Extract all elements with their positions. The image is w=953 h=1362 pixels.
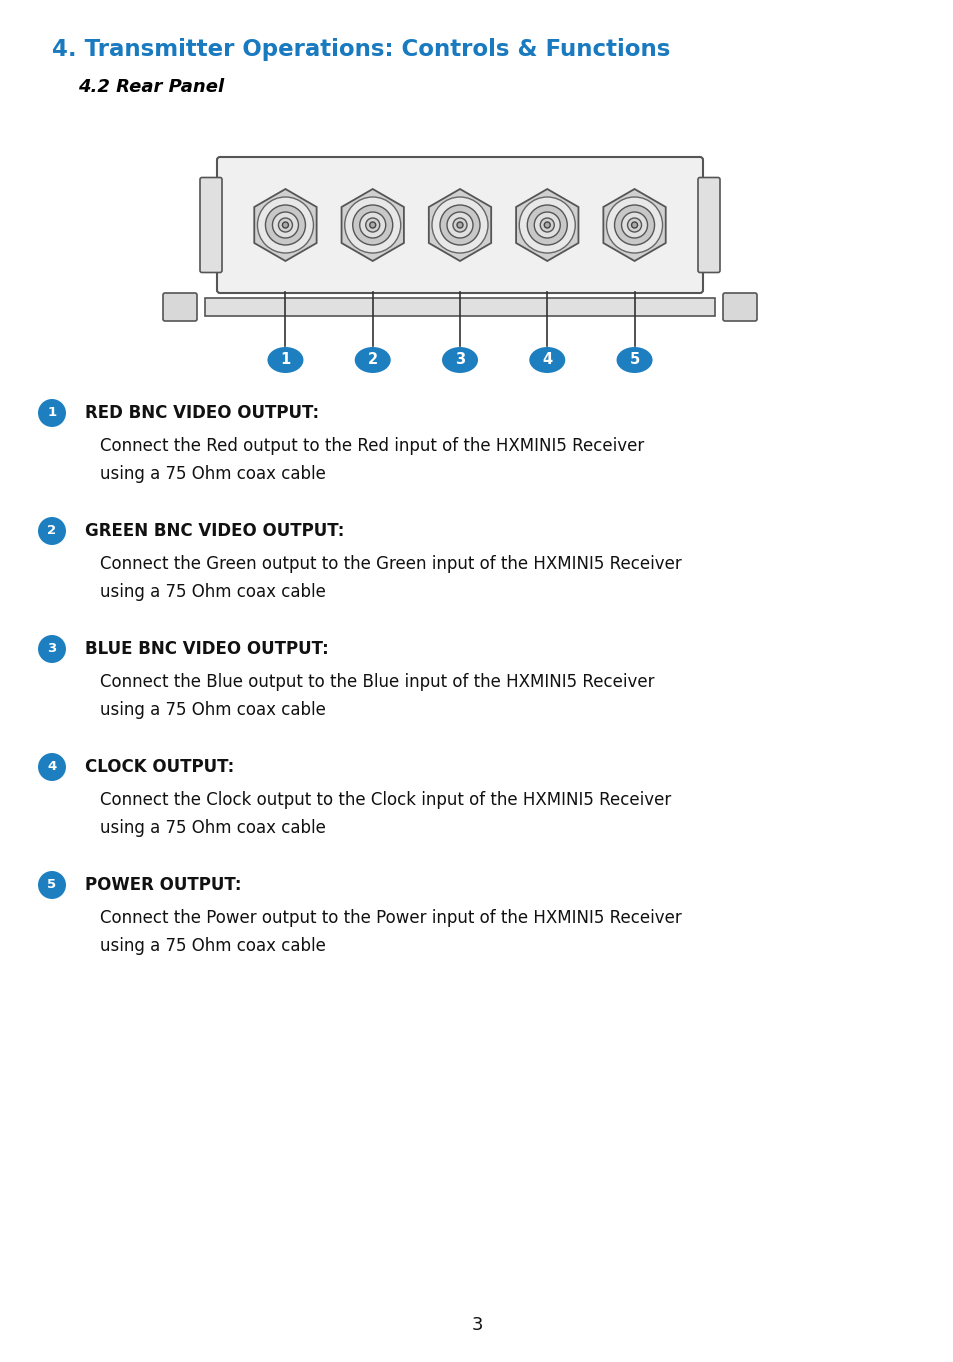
FancyBboxPatch shape	[698, 177, 720, 272]
Circle shape	[38, 399, 66, 428]
Bar	[205, 298, 714, 316]
Polygon shape	[429, 189, 491, 262]
Circle shape	[621, 212, 647, 238]
Text: 2: 2	[48, 524, 56, 538]
Circle shape	[606, 197, 661, 253]
Text: using a 75 Ohm coax cable: using a 75 Ohm coax cable	[100, 937, 326, 955]
Text: 3: 3	[455, 353, 464, 368]
Circle shape	[344, 197, 400, 253]
Text: Connect the Power output to the Power input of the HXMINI5 Receiver: Connect the Power output to the Power in…	[100, 908, 681, 928]
Text: using a 75 Ohm coax cable: using a 75 Ohm coax cable	[100, 701, 326, 719]
Ellipse shape	[441, 347, 477, 373]
Circle shape	[432, 197, 488, 253]
Circle shape	[534, 212, 559, 238]
Polygon shape	[602, 189, 665, 262]
Circle shape	[453, 218, 467, 232]
FancyBboxPatch shape	[163, 293, 196, 321]
Circle shape	[539, 218, 554, 232]
Circle shape	[265, 206, 305, 245]
Text: CLOCK OUTPUT:: CLOCK OUTPUT:	[85, 759, 234, 776]
Circle shape	[278, 218, 293, 232]
Text: using a 75 Ohm coax cable: using a 75 Ohm coax cable	[100, 819, 326, 838]
Text: Connect the Blue output to the Blue input of the HXMINI5 Receiver: Connect the Blue output to the Blue inpu…	[100, 673, 654, 691]
Circle shape	[273, 212, 298, 238]
Polygon shape	[341, 189, 403, 262]
Text: GREEN BNC VIDEO OUTPUT:: GREEN BNC VIDEO OUTPUT:	[85, 522, 344, 539]
Circle shape	[456, 222, 462, 227]
Circle shape	[439, 206, 479, 245]
Circle shape	[365, 218, 379, 232]
Circle shape	[627, 218, 640, 232]
FancyBboxPatch shape	[722, 293, 757, 321]
Text: using a 75 Ohm coax cable: using a 75 Ohm coax cable	[100, 583, 326, 601]
Text: Connect the Red output to the Red input of the HXMINI5 Receiver: Connect the Red output to the Red input …	[100, 437, 643, 455]
Polygon shape	[254, 189, 316, 262]
Text: 4: 4	[541, 353, 552, 368]
FancyBboxPatch shape	[216, 157, 702, 293]
FancyBboxPatch shape	[200, 177, 222, 272]
Text: 4: 4	[48, 760, 56, 774]
Ellipse shape	[355, 347, 391, 373]
Circle shape	[257, 197, 314, 253]
Text: 3: 3	[48, 643, 56, 655]
Circle shape	[518, 197, 575, 253]
Text: 5: 5	[629, 353, 639, 368]
Text: POWER OUTPUT:: POWER OUTPUT:	[85, 876, 241, 893]
Text: 3: 3	[471, 1316, 482, 1333]
Polygon shape	[516, 189, 578, 262]
Circle shape	[527, 206, 567, 245]
Text: using a 75 Ohm coax cable: using a 75 Ohm coax cable	[100, 464, 326, 484]
Text: 4.2 Rear Panel: 4.2 Rear Panel	[78, 78, 224, 95]
Circle shape	[544, 222, 550, 227]
Circle shape	[447, 212, 473, 238]
Ellipse shape	[267, 347, 303, 373]
Circle shape	[614, 206, 654, 245]
Circle shape	[38, 518, 66, 545]
Circle shape	[370, 222, 375, 227]
Text: 1: 1	[48, 406, 56, 419]
Circle shape	[631, 222, 637, 227]
Ellipse shape	[616, 347, 652, 373]
Circle shape	[38, 872, 66, 899]
Text: 1: 1	[280, 353, 291, 368]
Text: 2: 2	[367, 353, 377, 368]
Circle shape	[38, 753, 66, 780]
Text: Connect the Green output to the Green input of the HXMINI5 Receiver: Connect the Green output to the Green in…	[100, 554, 681, 573]
Text: Connect the Clock output to the Clock input of the HXMINI5 Receiver: Connect the Clock output to the Clock in…	[100, 791, 671, 809]
Text: RED BNC VIDEO OUTPUT:: RED BNC VIDEO OUTPUT:	[85, 405, 319, 422]
Text: BLUE BNC VIDEO OUTPUT:: BLUE BNC VIDEO OUTPUT:	[85, 640, 329, 658]
Circle shape	[359, 212, 385, 238]
Circle shape	[282, 222, 288, 227]
Text: 5: 5	[48, 878, 56, 892]
Ellipse shape	[529, 347, 565, 373]
Text: 4. Transmitter Operations: Controls & Functions: 4. Transmitter Operations: Controls & Fu…	[52, 38, 670, 61]
Circle shape	[353, 206, 393, 245]
Circle shape	[38, 635, 66, 663]
